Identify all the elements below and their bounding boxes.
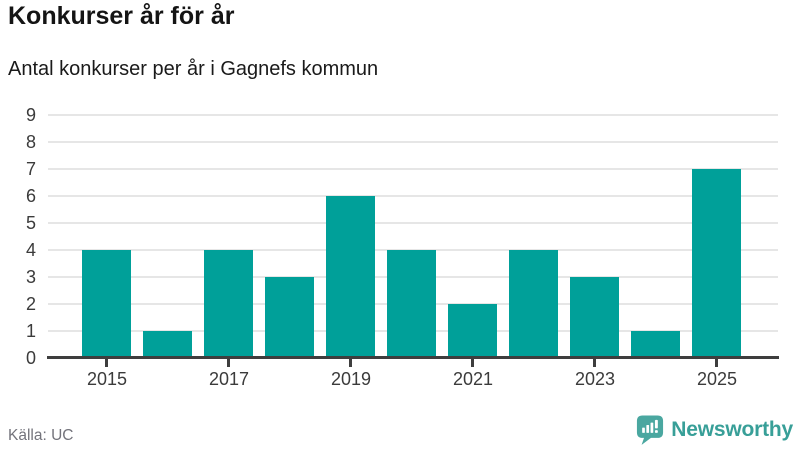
gridline <box>48 222 778 224</box>
y-axis-label: 8 <box>25 132 36 152</box>
bar-2018 <box>265 277 314 358</box>
x-axis-line <box>47 356 779 359</box>
y-axis-label: 0 <box>25 348 36 368</box>
x-axis-tick <box>471 359 474 367</box>
newsworthy-bubble-barchart-icon <box>637 415 664 445</box>
y-axis-label: 5 <box>25 213 36 233</box>
source-label: Källa: UC <box>8 427 74 444</box>
x-axis-tick <box>349 359 352 367</box>
y-axis-label: 4 <box>25 240 36 260</box>
y-axis-label: 3 <box>25 267 36 287</box>
x-axis-label: 2025 <box>696 369 738 389</box>
newsworthy-logo[interactable]: Newsworthy <box>636 414 793 446</box>
bar-2022 <box>509 250 558 358</box>
chart-title: Konkurser år för år <box>8 2 235 30</box>
y-axis-label: 6 <box>25 186 36 206</box>
y-axis-label: 1 <box>25 321 36 341</box>
bar-2017 <box>204 250 253 358</box>
gridline <box>48 114 778 116</box>
y-axis-label: 2 <box>25 294 36 314</box>
x-axis-label: 2017 <box>208 369 250 389</box>
bar-2020 <box>387 250 436 358</box>
bar-2015 <box>82 250 131 358</box>
brand-wordmark: Newsworthy <box>671 418 793 441</box>
x-axis-label: 2023 <box>574 369 616 389</box>
bar-2021 <box>448 304 497 358</box>
y-axis-label: 7 <box>25 159 36 179</box>
chart-subtitle: Antal konkurser per år i Gagnefs kommun <box>8 58 379 80</box>
x-axis-label: 2015 <box>86 369 128 389</box>
x-axis-tick <box>593 359 596 367</box>
x-axis-label: 2019 <box>330 369 372 389</box>
bar-2023 <box>570 277 619 358</box>
gridline <box>48 195 778 197</box>
x-axis-tick <box>105 359 108 367</box>
y-axis-label: 9 <box>25 105 36 125</box>
x-axis-label: 2021 <box>452 369 494 389</box>
bar-2025 <box>692 169 741 358</box>
bar-2019 <box>326 196 375 358</box>
x-axis-tick <box>227 359 230 367</box>
x-axis-tick <box>715 359 718 367</box>
bar-2024 <box>631 331 680 358</box>
gridline <box>48 168 778 170</box>
bar-2016 <box>143 331 192 358</box>
gridline <box>48 141 778 143</box>
